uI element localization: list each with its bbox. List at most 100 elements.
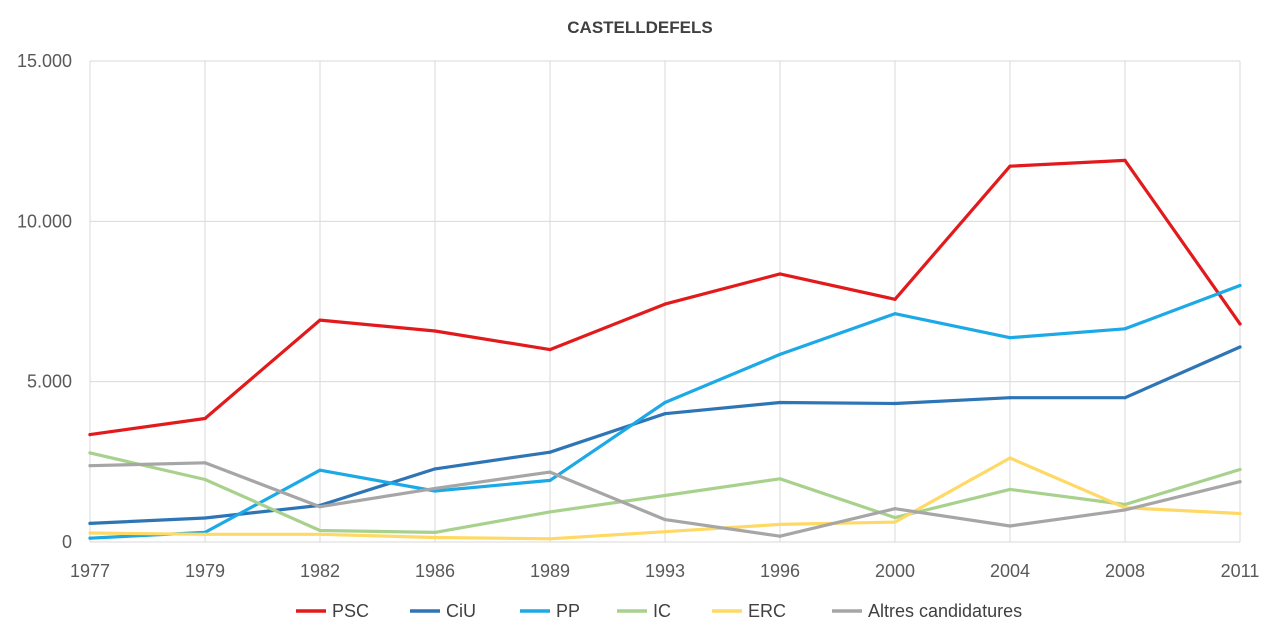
data-point [1123, 158, 1127, 163]
data-point [203, 516, 207, 520]
x-tick-label: 1996 [760, 561, 800, 581]
data-point [433, 329, 437, 333]
legend: PSC CiU PP IC ERC Altres candidatures [296, 601, 1022, 621]
data-point [778, 534, 782, 538]
x-tick-label: 1982 [300, 561, 340, 581]
data-point [893, 507, 897, 511]
legend-label: CiU [446, 601, 476, 621]
data-point [318, 505, 322, 509]
data-point [1123, 508, 1127, 512]
series-erc [88, 456, 1242, 541]
x-tick-label: 2008 [1105, 561, 1145, 581]
legend-label: IC [653, 601, 671, 621]
x-tick-label: 2004 [990, 561, 1030, 581]
data-point [548, 478, 552, 483]
legend-item: CiU [410, 601, 476, 621]
legend-item: ERC [712, 601, 786, 621]
data-point [548, 537, 552, 541]
data-point [433, 489, 437, 493]
data-point [663, 530, 667, 534]
data-point [1008, 524, 1012, 528]
data-point [778, 400, 782, 405]
axis-layer: 0 5.000 10.000 15.000 1977 1979 1982 1986 1989 19… [17, 51, 1259, 581]
data-point [548, 470, 552, 474]
data-point [88, 451, 92, 455]
data-point [663, 400, 667, 405]
data-point [1008, 336, 1012, 340]
data-point [893, 401, 897, 406]
data-point [318, 528, 322, 533]
data-point [203, 532, 207, 536]
data-point [778, 477, 782, 481]
data-point [433, 486, 437, 491]
data-point [1008, 396, 1012, 400]
data-point [318, 318, 322, 322]
data-point [88, 531, 92, 535]
x-tick-label: 1989 [530, 561, 570, 581]
data-point [1123, 396, 1127, 400]
x-tick-label: 2000 [875, 561, 915, 581]
x-tick-label: 1993 [645, 561, 685, 581]
data-point [893, 520, 897, 524]
series-altres-candidatures [88, 461, 1242, 538]
data-point [893, 516, 897, 520]
data-point [88, 464, 92, 468]
x-tick-label: 1979 [185, 561, 225, 581]
data-point [1238, 511, 1242, 516]
data-point [318, 468, 322, 472]
data-point [1123, 502, 1127, 507]
data-point [1238, 480, 1242, 484]
data-point [663, 412, 667, 416]
y-tick-label: 5.000 [27, 372, 72, 392]
data-point [1008, 487, 1012, 492]
legend-item: PP [520, 601, 580, 621]
data-point [893, 312, 897, 316]
data-point [1238, 345, 1242, 349]
x-tick-label: 1986 [415, 561, 455, 581]
data-point [1008, 164, 1012, 168]
data-point [433, 467, 437, 471]
data-point [203, 461, 207, 465]
data-point [1238, 322, 1242, 326]
data-point [88, 521, 92, 526]
legend-item: IC [617, 601, 671, 621]
data-point [433, 535, 437, 540]
series-psc [88, 158, 1242, 437]
data-point [1238, 467, 1242, 472]
data-point [663, 302, 667, 306]
series-ciu [88, 345, 1242, 526]
data-point [548, 450, 552, 454]
data-point [548, 510, 552, 514]
data-point [433, 530, 437, 534]
data-point [88, 432, 92, 437]
data-point [548, 348, 552, 352]
legend-item: Altres candidatures [832, 601, 1022, 621]
data-point [778, 522, 782, 526]
y-tick-label: 10.000 [17, 211, 72, 231]
data-point [203, 416, 207, 421]
data-point [778, 272, 782, 276]
data-point [203, 477, 207, 482]
data-point [778, 352, 782, 357]
x-tick-label: 2011 [1221, 561, 1260, 581]
y-tick-label: 0 [62, 532, 72, 552]
data-point [663, 517, 667, 522]
data-point [1123, 327, 1127, 331]
legend-item: PSC [296, 601, 369, 621]
chart-title: CASTELLDEFELS [567, 18, 712, 37]
grid-layer [89, 60, 1241, 543]
legend-label: Altres candidatures [868, 601, 1022, 621]
legend-label: ERC [748, 601, 786, 621]
data-point [663, 493, 667, 498]
data-point [1008, 456, 1012, 460]
legend-label: PP [556, 601, 580, 621]
data-point [318, 532, 322, 536]
data-point [88, 536, 92, 540]
data-point [893, 297, 897, 301]
x-tick-label: 1977 [70, 561, 110, 581]
y-tick-label: 15.000 [17, 51, 72, 71]
legend-label: PSC [332, 601, 369, 621]
series-ic [88, 451, 1242, 535]
